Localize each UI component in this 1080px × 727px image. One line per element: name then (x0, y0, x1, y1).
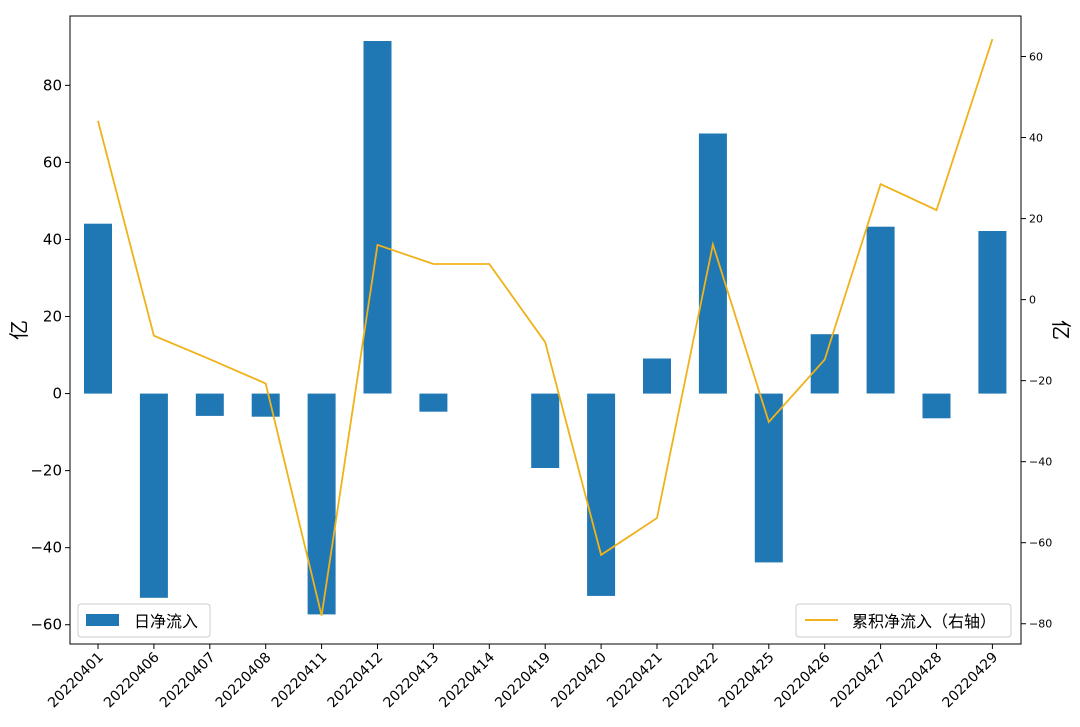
left-tick-label: −40 (30, 539, 62, 557)
bar-20220428 (922, 393, 951, 419)
bar-20220419 (531, 393, 560, 468)
bar-20220422 (698, 133, 727, 394)
x-tick-label: 20220411 (269, 650, 331, 712)
x-tick-label: 20220412 (325, 650, 387, 712)
left-axis-label: 亿 (7, 320, 31, 340)
x-tick-label: 20220401 (45, 650, 107, 712)
legend-right-box (795, 603, 1012, 638)
x-tick-label: 20220427 (828, 650, 890, 712)
bar-20220421 (643, 358, 671, 394)
right-tick-label: −60 (1029, 537, 1052, 550)
right-tick-label: 0 (1029, 294, 1036, 307)
x-tick-label: 20220425 (716, 650, 778, 712)
x-tick-label: 20220414 (436, 649, 498, 711)
bar-20220420 (587, 393, 616, 596)
bar-20220412 (363, 41, 392, 394)
right-axis-label: 亿 (1049, 320, 1073, 340)
x-tick-label: 20220420 (548, 650, 610, 712)
x-tick-label: 20220406 (101, 649, 163, 711)
bar-series (84, 41, 1007, 615)
legend-left: 日净流入 (77, 603, 211, 638)
legend-bar-swatch (86, 614, 119, 626)
x-tick-label: 20220422 (660, 650, 722, 712)
x-tick-label: 20220429 (940, 650, 1002, 712)
x-tick-label: 20220428 (884, 650, 946, 712)
right-tick-label: −80 (1029, 618, 1052, 631)
legend-left-box (77, 603, 211, 638)
bar-20220411 (307, 393, 336, 615)
right-y-axis: −80 −60 −40 −20 0 20 40 60 (1021, 51, 1052, 631)
bar-20220401 (84, 223, 112, 394)
right-tick-label: −20 (1029, 375, 1052, 388)
line-series (97, 38, 994, 616)
plot-background (70, 16, 1021, 644)
x-tick-label: 20220421 (604, 650, 666, 712)
bar-20220427 (866, 226, 895, 394)
left-tick-label: −60 (30, 616, 62, 634)
left-tick-label: 20 (43, 308, 62, 326)
bar-20220426 (810, 334, 839, 394)
x-tick-label: 20220419 (492, 650, 554, 712)
right-tick-label: −40 (1029, 456, 1052, 469)
right-tick-label: 20 (1029, 213, 1043, 226)
x-tick-label: 20220408 (213, 650, 275, 712)
x-tick-label: 20220426 (772, 649, 834, 711)
right-tick-label: 40 (1029, 132, 1043, 145)
bar-20220413 (419, 393, 448, 412)
right-tick-label: 60 (1029, 51, 1043, 64)
bar-20220406 (139, 393, 168, 598)
legend-bar-label: 日净流入 (134, 612, 198, 631)
x-tick-label: 20220413 (381, 650, 443, 712)
bar-20220429 (978, 231, 1007, 394)
x-tick-label: 20220407 (157, 650, 219, 712)
left-tick-label: 40 (43, 230, 62, 248)
left-y-axis: −60 −40 −20 0 20 40 60 80 (30, 76, 70, 634)
left-tick-label: 60 (43, 153, 62, 171)
left-tick-label: −20 (30, 462, 62, 480)
bar-20220407 (195, 393, 224, 416)
legend-line-label: 累积净流入（右轴） (852, 612, 996, 631)
bar-20220408 (251, 393, 280, 417)
left-tick-label: 0 (52, 385, 62, 403)
x-axis: 2022040120220406202204072022040820220411… (45, 644, 1001, 711)
legend-right: 累积净流入（右轴） (795, 603, 1012, 638)
bar-20220425 (754, 393, 783, 563)
left-tick-label: 80 (43, 76, 62, 94)
